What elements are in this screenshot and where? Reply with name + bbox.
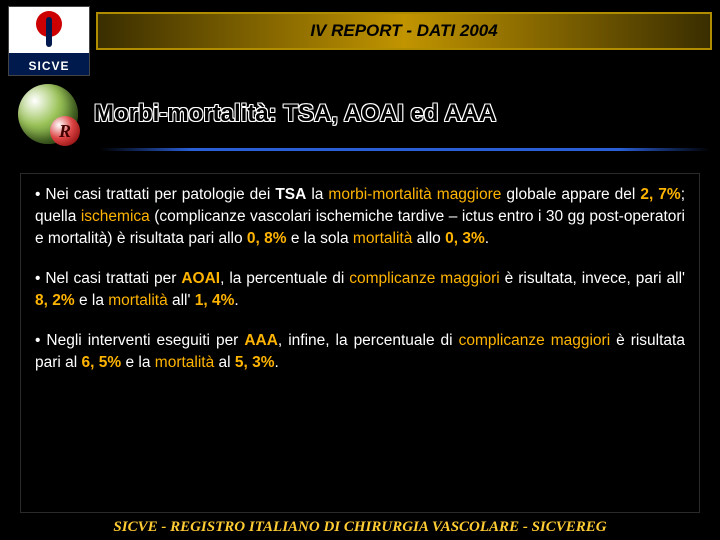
paragraph-aoai: • Nel casi trattati per AOAI, la percent… <box>35 268 685 312</box>
aoai-label: AOAI <box>181 270 220 287</box>
text: • Negli interventi eseguiti per <box>35 332 244 349</box>
header-row: SICVE IV REPORT - DATI 2004 <box>0 0 720 76</box>
sicve-logo: SICVE <box>8 6 90 76</box>
value-53: 5, 3% <box>235 354 275 371</box>
sicve-logo-label: SICVE <box>9 59 89 73</box>
text: • Nel casi trattati per <box>35 270 181 287</box>
divider-line <box>100 148 710 151</box>
aaa-label: AAA <box>244 332 278 349</box>
slide-subtitle: Morbi-mortalità: TSA, AOAI ed AAA <box>82 100 708 128</box>
report-title-bar: IV REPORT - DATI 2004 <box>96 12 712 50</box>
text: . <box>275 354 279 371</box>
mortalita-highlight: mortalità <box>108 292 167 309</box>
ischemica-highlight: ischemica <box>81 208 150 225</box>
text: al <box>214 354 235 371</box>
text: allo <box>412 230 445 247</box>
text: , infine, la percentuale di <box>278 332 459 349</box>
text: globale appare del <box>501 186 640 203</box>
value-65: 6, 5% <box>82 354 122 371</box>
value-27: 2, 7% <box>640 186 680 203</box>
text: e la <box>75 292 109 309</box>
text: . <box>234 292 238 309</box>
complicanze-highlight: complicanze maggiori <box>349 270 500 287</box>
footer-text: SICVE - REGISTRO ITALIANO DI CHIRURGIA V… <box>0 519 720 536</box>
text: e la sola <box>287 230 353 247</box>
sphere-r-badge: R <box>50 116 80 146</box>
value-08: 0, 8% <box>247 230 287 247</box>
value-03: 0, 3% <box>445 230 485 247</box>
registry-sphere-icon: R <box>14 80 82 148</box>
text: • Nei casi trattati per patologie dei <box>35 186 275 203</box>
value-14: 1, 4% <box>195 292 235 309</box>
paragraph-tsa: • Nei casi trattati per patologie dei TS… <box>35 184 685 250</box>
morbi-mortalita-highlight: morbi-mortalità maggiore <box>328 186 501 203</box>
mortalita-highlight: mortalità <box>155 354 214 371</box>
text: è risultata, invece, pari all' <box>500 270 685 287</box>
text: . <box>485 230 489 247</box>
sicve-logo-mark <box>36 11 62 37</box>
tsa-label: TSA <box>275 186 306 203</box>
content-box: • Nei casi trattati per patologie dei TS… <box>20 173 700 513</box>
text: e la <box>121 354 155 371</box>
mortalita-highlight: mortalità <box>353 230 412 247</box>
complicanze-highlight: complicanze maggiori <box>459 332 611 349</box>
subtitle-row: R Morbi-mortalità: TSA, AOAI ed AAA <box>0 76 720 148</box>
text: la <box>306 186 328 203</box>
text: all' <box>168 292 195 309</box>
paragraph-aaa: • Negli interventi eseguiti per AAA, inf… <box>35 330 685 374</box>
value-82: 8, 2% <box>35 292 75 309</box>
text: , la percentuale di <box>220 270 349 287</box>
